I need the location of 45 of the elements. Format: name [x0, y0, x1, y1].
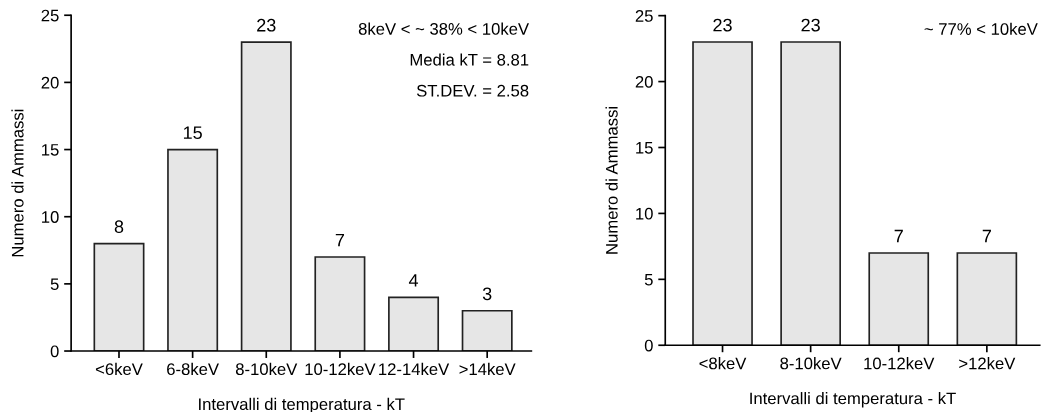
annotation: Media kT = 8.81: [410, 53, 529, 66]
data-label: 23: [713, 18, 732, 32]
bar: [93, 242, 145, 352]
x-tick-label: 8-10keV: [780, 357, 842, 370]
bar: [461, 309, 513, 352]
x-tick-label: >14keV: [459, 362, 516, 376]
y-tick-label: 5: [644, 273, 653, 286]
x-tick-label: >12keV: [959, 357, 1016, 370]
bar: [240, 41, 292, 352]
data-label: 23: [257, 18, 276, 32]
x-tick-label: 10-12keV: [864, 357, 935, 370]
y-tick-label: 25: [41, 9, 59, 22]
data-label: 4: [408, 274, 419, 287]
x-tick-label: 10-12keV: [305, 362, 376, 376]
y-axis-title: Numero di Ammassi: [11, 109, 24, 257]
x-tick-label: 6-8keV: [167, 362, 219, 376]
y-tick-label: 25: [635, 10, 653, 22]
data-label: 7: [894, 229, 903, 243]
annotation: 8keV < ~ 38% < 10keV: [358, 22, 529, 35]
data-label: 3: [482, 287, 492, 301]
y-tick-label: 0: [644, 339, 653, 352]
x-tick-label: 8-10keV: [235, 362, 298, 376]
bar: [314, 256, 366, 352]
y-tick-label: 15: [42, 144, 59, 156]
y-tick-label: 10: [42, 211, 59, 223]
annotation: ~ 77% < 10keV: [924, 22, 1038, 35]
y-axis-title: Numero di Ammassi: [605, 107, 618, 254]
data-label: 8: [114, 220, 124, 234]
data-label: 7: [982, 229, 991, 243]
x-tick-label: <8keV: [699, 357, 747, 370]
bar: [388, 296, 440, 352]
x-tick-label: 12-14keV: [379, 362, 450, 376]
data-label: 15: [183, 126, 202, 140]
y-tick-label: 5: [50, 278, 59, 291]
y-tick-label: 0: [50, 345, 59, 358]
x-axis-title: Intervalli di temperatura - kT: [750, 392, 956, 408]
y-tick-label: 10: [636, 207, 653, 220]
data-label: 7: [335, 233, 345, 247]
y-tick-label: 20: [41, 76, 59, 89]
bar: [167, 148, 219, 352]
data-label: 23: [801, 18, 820, 32]
y-tick-label: 15: [636, 142, 653, 154]
annotation: ST.DEV. = 2.58: [416, 84, 529, 97]
y-tick-label: 20: [635, 75, 653, 88]
x-tick-label: <6keV: [95, 362, 143, 376]
